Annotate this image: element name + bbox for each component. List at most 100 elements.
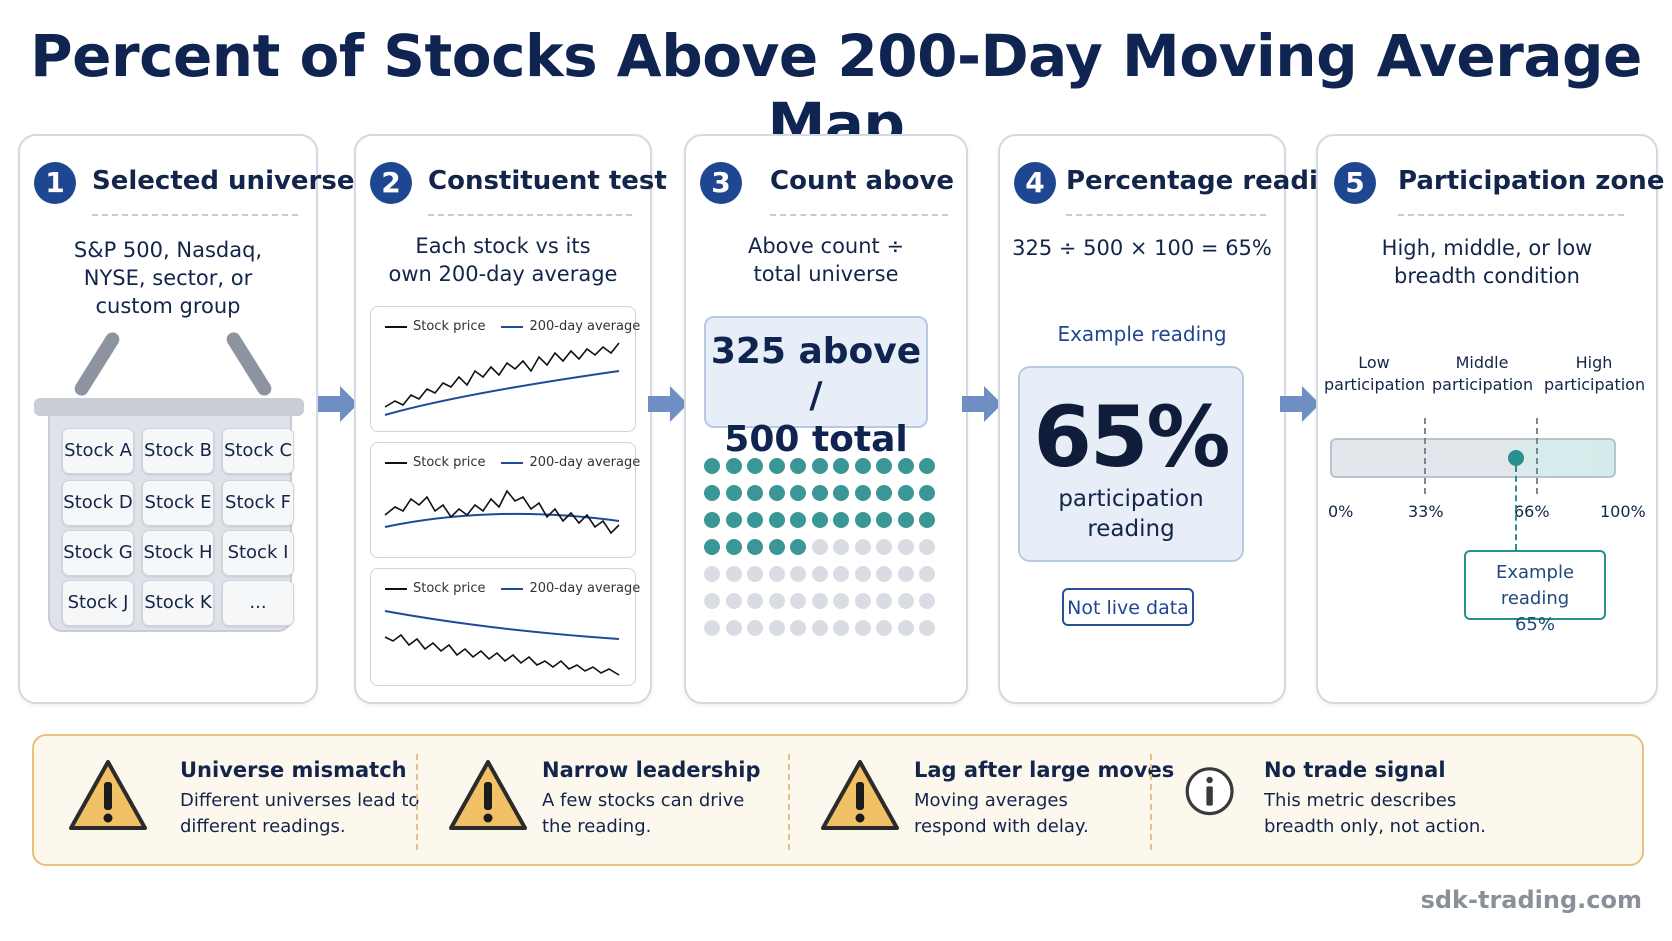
count-dot-above	[790, 539, 806, 555]
zone-label-middle: Middle participation	[1432, 353, 1534, 394]
tick-label: 0%	[1328, 502, 1354, 521]
count-dot-below	[790, 620, 806, 636]
flow-arrow-icon	[962, 386, 1002, 422]
count-dot-above	[811, 458, 828, 474]
panel-subtitle: S&P 500, Nasdaq, NYSE, sector, or custom…	[73, 238, 263, 318]
count-dot-below	[833, 566, 849, 582]
count-dot-below	[768, 566, 785, 582]
count-dot-above	[897, 512, 914, 528]
count-dot-below	[725, 620, 742, 636]
count-dot-above	[833, 512, 849, 528]
count-dot-above	[897, 458, 914, 474]
step-badge-3: 3	[700, 162, 742, 204]
stock-tile: Stock B	[142, 428, 214, 474]
step-badge-5: 5	[1334, 162, 1376, 204]
example-reading-callout: Example reading 65%	[1464, 550, 1606, 635]
panel-title: Selected universe	[92, 166, 355, 196]
stock-tile: Stock H	[142, 530, 214, 576]
count-dot-below	[768, 620, 785, 636]
count-dot-below	[854, 539, 871, 555]
percentage-value-box: 65% participation reading	[1018, 366, 1244, 562]
count-dot-above	[725, 458, 742, 474]
count-dot-above	[876, 485, 892, 501]
tick-label: 33%	[1408, 502, 1444, 521]
count-dot-above	[854, 512, 871, 528]
count-dot-below	[897, 539, 914, 555]
count-dot-above	[747, 485, 763, 501]
caution-narrow-leadership: Narrow leadership A few stocks can drive…	[448, 754, 798, 844]
count-dot-below	[897, 620, 914, 636]
stock-tile: Stock I	[222, 530, 294, 576]
panel-title: Constituent test	[428, 166, 667, 196]
count-dot-above	[876, 512, 892, 528]
panel-subtitle: High, middle, or low breadth condition	[1381, 236, 1593, 288]
footer-brand: sdk-trading.com	[1420, 886, 1642, 914]
basket-rim	[34, 398, 304, 416]
count-dot-below	[854, 566, 871, 582]
count-dot-above	[811, 512, 828, 528]
count-dot-below	[704, 566, 720, 582]
caution-lag: Lag after large moves Moving averages re…	[820, 754, 1174, 844]
count-dot-below	[919, 539, 935, 555]
count-dot-below	[876, 593, 892, 609]
warning-icon	[821, 760, 899, 830]
stock-basket-icon: Stock A Stock B Stock C Stock D Stock E …	[48, 414, 294, 632]
warning-icon	[449, 760, 527, 830]
stock-tile: Stock C	[222, 428, 294, 474]
mini-chart-below: Stock price 200-day average	[370, 568, 640, 686]
count-dot-below	[747, 620, 763, 636]
zone-divider-33	[1424, 418, 1426, 494]
participation-bar	[1330, 438, 1616, 478]
percentage-caption: participation reading	[1058, 486, 1204, 542]
flow-arrow-icon	[318, 386, 358, 422]
count-dot-above	[768, 512, 785, 528]
count-dot-above	[725, 539, 742, 555]
count-dot-above	[833, 458, 849, 474]
count-dot-below	[897, 566, 914, 582]
panel-title: Percentage reading	[1066, 166, 1355, 196]
count-dot-above	[897, 485, 914, 501]
count-dot-below	[725, 593, 742, 609]
stock-tile: Stock K	[142, 580, 214, 626]
flow-arrow-icon	[648, 386, 688, 422]
stock-tile: Stock A	[62, 428, 134, 474]
count-dot-above	[704, 485, 720, 501]
count-dot-below	[704, 620, 720, 636]
count-dot-above	[790, 485, 806, 501]
count-dot-above	[768, 539, 785, 555]
count-dot-above	[747, 539, 763, 555]
panel-subtitle: Each stock vs its own 200-day average	[388, 234, 618, 286]
count-dot-below	[768, 593, 785, 609]
count-summary: 325 above / 500 total	[704, 316, 928, 460]
count-dot-below	[790, 566, 806, 582]
stock-tile: Stock G	[62, 530, 134, 576]
count-dot-below	[747, 593, 763, 609]
count-dot-above	[833, 485, 849, 501]
count-dot-below	[725, 566, 742, 582]
percentage-formula: 325 ÷ 500 × 100 = 65%	[1012, 236, 1272, 260]
count-dot-below	[919, 566, 935, 582]
tick-label: 100%	[1600, 502, 1646, 521]
stock-tile-more: ...	[222, 580, 294, 626]
count-dot-above	[704, 458, 720, 474]
count-dot-above	[704, 512, 720, 528]
reading-marker-line	[1514, 466, 1517, 550]
panel-constituent-test: 2 Constituent test Each stock vs its own…	[354, 134, 667, 704]
panel-participation-zone: 5 Participation zone High, middle, or lo…	[1316, 134, 1664, 704]
zone-divider-66	[1536, 418, 1538, 494]
cautions-strip: Universe mismatch Different universes le…	[32, 734, 1644, 866]
count-dot-below	[919, 593, 935, 609]
stock-tile: Stock J	[62, 580, 134, 626]
panel-subtitle: Above count ÷ total universe	[747, 234, 905, 286]
count-dot-above	[919, 458, 935, 474]
count-dot-below	[790, 593, 806, 609]
count-dot-below	[876, 620, 892, 636]
zone-label-high: High participation	[1544, 353, 1646, 394]
count-dot-below	[747, 566, 763, 582]
page-title: Percent of Stocks Above 200-Day Moving A…	[30, 22, 1642, 158]
stock-tile: Stock F	[222, 480, 294, 526]
count-dot-below	[919, 620, 935, 636]
count-dot-below	[704, 593, 720, 609]
count-dot-above	[919, 485, 935, 501]
panel-selected-universe: 1 Selected universe S&P 500, Nasdaq, NYS…	[18, 134, 355, 704]
